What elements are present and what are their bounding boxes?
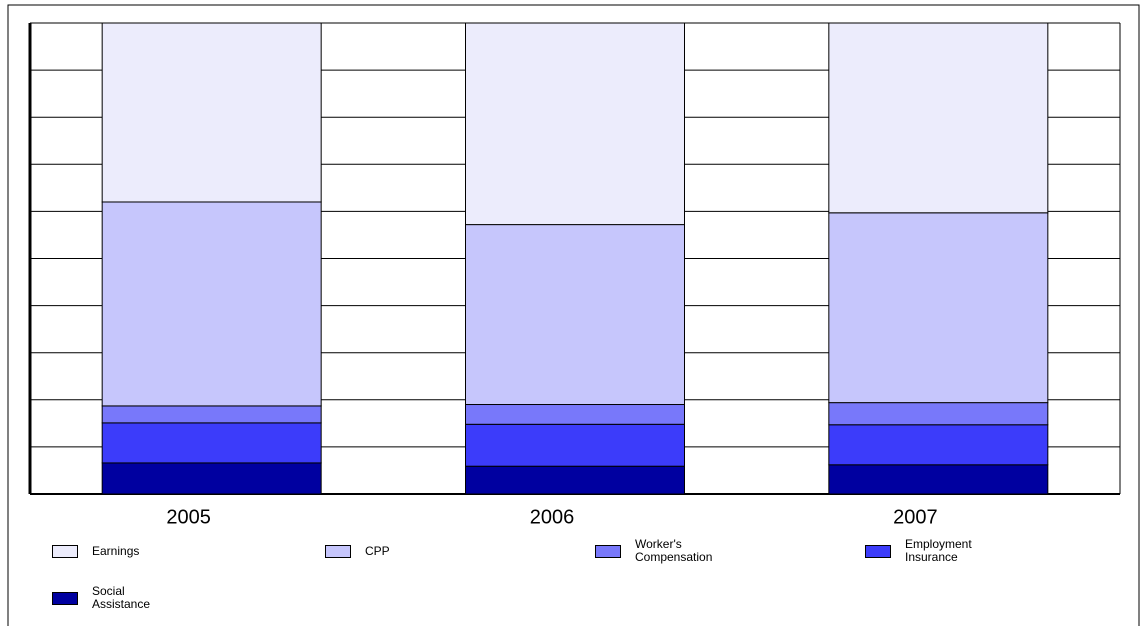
legend-label: Employment Insurance bbox=[905, 537, 972, 564]
bar-segment bbox=[828, 22, 1049, 214]
legend-label: Earnings bbox=[92, 543, 140, 558]
bar-segment bbox=[101, 462, 322, 495]
bar-segment bbox=[101, 405, 322, 424]
legend-label: Worker's Compensation bbox=[635, 537, 713, 564]
legend-swatch bbox=[52, 591, 78, 605]
legend-item: CPP bbox=[325, 538, 455, 564]
bar-segment bbox=[465, 423, 685, 467]
bar-segment bbox=[828, 424, 1049, 466]
x-tick-label: 2006 bbox=[530, 506, 575, 528]
legend-item: Employment Insurance bbox=[865, 538, 995, 564]
bar-segment bbox=[101, 22, 322, 203]
legend-swatch bbox=[865, 544, 891, 558]
bar-segment bbox=[828, 212, 1049, 404]
bar-segment bbox=[101, 422, 322, 464]
x-tick-label: 2005 bbox=[166, 506, 211, 528]
bar-segment bbox=[101, 201, 322, 407]
legend-item: Worker's Compensation bbox=[595, 538, 725, 564]
bar-segment bbox=[465, 465, 685, 495]
bar-segment bbox=[465, 404, 685, 425]
legend-item: Social Assistance bbox=[52, 585, 182, 611]
bar-segment bbox=[828, 464, 1049, 495]
legend-swatch bbox=[52, 544, 78, 558]
legend-swatch bbox=[595, 544, 621, 558]
legend-swatch bbox=[325, 544, 351, 558]
legend-item: Earnings bbox=[52, 538, 182, 564]
bar-segment bbox=[465, 22, 685, 226]
frame bbox=[7, 4, 1140, 626]
legend-label: CPP bbox=[365, 543, 390, 558]
x-tick-label: 2007 bbox=[893, 506, 938, 528]
legend-label: Social Assistance bbox=[92, 584, 151, 611]
bar-segment bbox=[828, 402, 1049, 426]
bar-segment bbox=[465, 224, 685, 406]
